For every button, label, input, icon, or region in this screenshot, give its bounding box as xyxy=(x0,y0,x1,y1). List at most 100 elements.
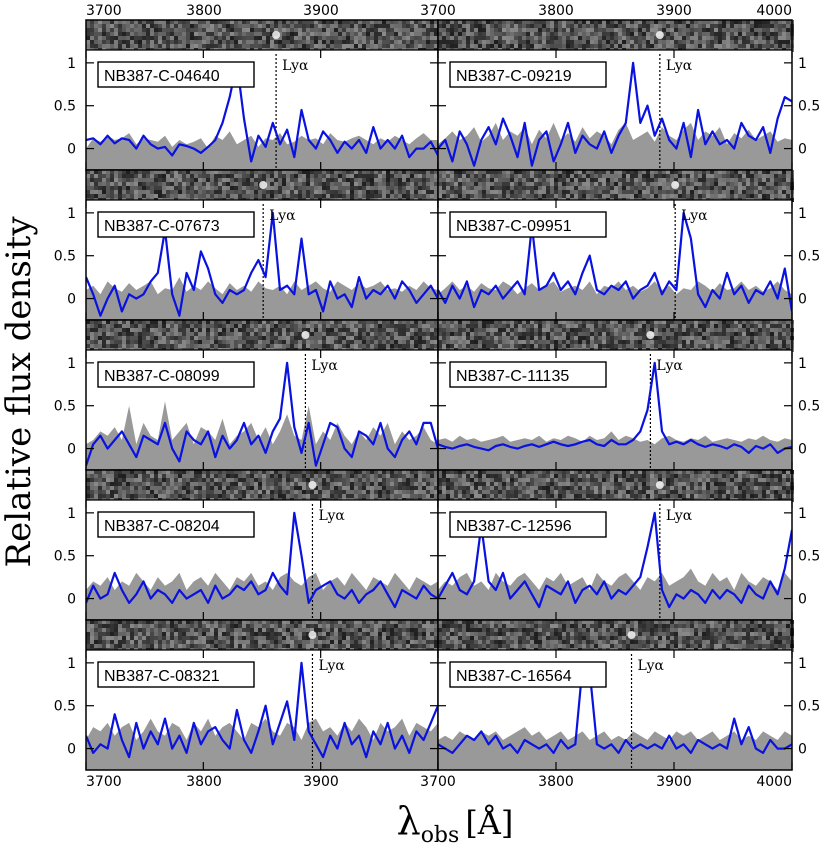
stamp-pixel xyxy=(242,474,246,478)
stamp-pixel xyxy=(770,328,774,332)
stamp-pixel xyxy=(178,336,182,340)
stamp-pixel xyxy=(490,24,494,28)
stamp-pixel xyxy=(626,344,630,348)
stamp-pixel xyxy=(598,190,602,194)
stamp-pixel xyxy=(674,40,678,44)
stamp-pixel xyxy=(190,170,194,174)
stamp-pixel xyxy=(658,344,662,348)
stamp-pixel xyxy=(418,320,422,324)
stamp-pixel xyxy=(402,482,406,486)
stamp-pixel xyxy=(426,328,430,332)
stamp-pixel xyxy=(238,482,242,486)
stamp-pixel xyxy=(698,336,702,340)
stamp-pixel xyxy=(478,20,482,24)
stamp-pixel xyxy=(514,328,518,332)
stamp-pixel xyxy=(414,20,418,24)
stamp-pixel xyxy=(154,32,158,36)
stamp-pixel xyxy=(622,36,626,40)
stamp-pixel xyxy=(190,482,194,486)
stamp-pixel xyxy=(626,186,630,190)
stamp-pixel xyxy=(522,340,526,344)
stamp-pixel xyxy=(726,24,730,28)
stamp-pixel xyxy=(182,328,186,332)
stamp-pixel xyxy=(750,344,754,348)
stamp-pixel xyxy=(678,174,682,178)
stamp-pixel xyxy=(610,194,614,198)
stamp-pixel xyxy=(366,182,370,186)
stamp-pixel xyxy=(322,340,326,344)
stamp-pixel xyxy=(558,32,562,36)
panel-label-box xyxy=(97,211,255,238)
stamp-pixel xyxy=(546,332,550,336)
stamp-pixel xyxy=(110,44,114,48)
stamp-pixel xyxy=(426,20,430,24)
stamp-pixel xyxy=(666,182,670,186)
stamp-pixel xyxy=(374,486,378,490)
stamp-pixel xyxy=(502,332,506,336)
stamp-pixel xyxy=(234,24,238,28)
stamp-pixel xyxy=(190,324,194,328)
stamp-pixel xyxy=(402,28,406,32)
stamp-pixel xyxy=(158,474,162,478)
stamp-pixel xyxy=(378,182,382,186)
stamp-pixel xyxy=(654,328,658,332)
stamp-pixel xyxy=(630,178,634,182)
stamp-pixel xyxy=(674,190,678,194)
stamp-pixel xyxy=(770,186,774,190)
stamp-pixel xyxy=(118,324,122,328)
stamp-pixel xyxy=(458,24,462,28)
stamp-pixel xyxy=(438,186,442,190)
stamp-pixel xyxy=(130,44,134,48)
stamp-pixel xyxy=(466,174,470,178)
stamp-pixel xyxy=(398,336,402,340)
stamp-pixel xyxy=(346,36,350,40)
stamp-pixel xyxy=(438,170,442,174)
stamp-pixel xyxy=(142,28,146,32)
stamp-pixel xyxy=(290,20,294,24)
stamp-pixel xyxy=(174,36,178,40)
stamp-pixel xyxy=(334,336,338,340)
stamp-pixel xyxy=(582,40,586,44)
stamp-pixel xyxy=(94,494,98,498)
stamp-pixel xyxy=(194,194,198,198)
stamp-pixel xyxy=(298,186,302,190)
y-tick-label: 1 xyxy=(798,56,807,72)
stamp-pixel xyxy=(182,182,186,186)
stamp-pixel xyxy=(634,186,638,190)
stamp-pixel xyxy=(394,194,398,198)
stamp-pixel xyxy=(90,324,94,328)
stamp-pixel xyxy=(766,182,770,186)
stamp-pixel xyxy=(486,194,490,198)
stamp-pixel xyxy=(626,194,630,198)
stamp-pixel xyxy=(682,32,686,36)
stamp-pixel xyxy=(358,190,362,194)
stamp-pixel xyxy=(426,36,430,40)
stamp-pixel xyxy=(402,478,406,482)
stamp-pixel xyxy=(98,28,102,32)
stamp-pixel xyxy=(722,44,726,48)
stamp-pixel xyxy=(226,486,230,490)
stamp-pixel xyxy=(210,186,214,190)
stamp-pixel xyxy=(314,320,318,324)
stamp-pixel xyxy=(342,474,346,478)
stamp-pixel xyxy=(210,40,214,44)
stamp-pixel xyxy=(550,190,554,194)
stamp-pixel xyxy=(366,344,370,348)
stamp-pixel xyxy=(642,340,646,344)
stamp-pixel xyxy=(650,344,654,348)
stamp-pixel xyxy=(546,320,550,324)
stamp-pixel xyxy=(570,178,574,182)
stamp-pixel xyxy=(362,182,366,186)
stamp-pixel xyxy=(238,474,242,478)
stamp-pixel xyxy=(270,36,274,40)
stamp-pixel xyxy=(578,332,582,336)
stamp-pixel xyxy=(250,344,254,348)
stamp-pixel xyxy=(486,20,490,24)
stamp-pixel xyxy=(482,40,486,44)
stamp-pixel xyxy=(658,336,662,340)
stamp-pixel xyxy=(314,24,318,28)
stamp-pixel xyxy=(666,344,670,348)
stamp-pixel xyxy=(670,40,674,44)
stamp-pixel xyxy=(226,490,230,494)
stamp-pixel xyxy=(354,344,358,348)
